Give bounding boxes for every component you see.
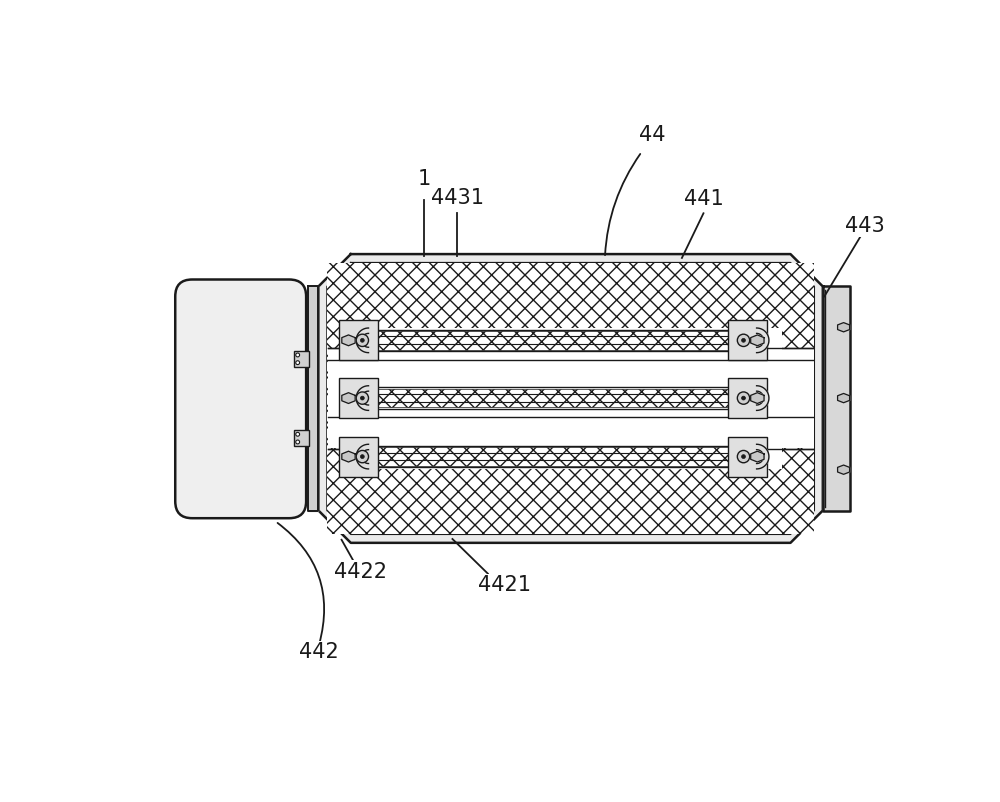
Text: 442: 442 bbox=[299, 642, 338, 662]
Polygon shape bbox=[757, 444, 769, 469]
Polygon shape bbox=[342, 452, 355, 462]
Text: 4421: 4421 bbox=[478, 575, 531, 595]
Bar bbox=[728, 320, 767, 360]
Polygon shape bbox=[751, 393, 764, 403]
Circle shape bbox=[356, 392, 369, 404]
Bar bbox=[327, 262, 814, 534]
Bar bbox=[328, 348, 814, 448]
Polygon shape bbox=[751, 452, 764, 462]
Bar bbox=[728, 436, 767, 476]
Bar bbox=[728, 378, 767, 418]
Polygon shape bbox=[356, 386, 369, 411]
Circle shape bbox=[737, 392, 750, 404]
Polygon shape bbox=[342, 393, 355, 403]
Polygon shape bbox=[308, 286, 318, 511]
Text: 1: 1 bbox=[417, 169, 431, 189]
Polygon shape bbox=[757, 386, 769, 411]
Circle shape bbox=[737, 451, 750, 463]
Bar bbox=[366, 387, 759, 409]
Bar bbox=[343, 386, 782, 411]
Polygon shape bbox=[751, 335, 764, 346]
Polygon shape bbox=[838, 322, 850, 332]
Bar bbox=[294, 431, 309, 446]
Polygon shape bbox=[838, 394, 850, 403]
Circle shape bbox=[296, 432, 300, 436]
Circle shape bbox=[296, 440, 300, 444]
Circle shape bbox=[296, 361, 300, 365]
Bar bbox=[343, 444, 782, 469]
Bar bbox=[339, 436, 378, 476]
Bar bbox=[294, 351, 309, 367]
Polygon shape bbox=[823, 286, 850, 511]
Bar bbox=[366, 448, 759, 466]
Circle shape bbox=[360, 338, 364, 342]
Bar bbox=[366, 331, 759, 350]
Bar bbox=[366, 330, 759, 351]
Polygon shape bbox=[838, 465, 850, 474]
Circle shape bbox=[360, 455, 364, 459]
Polygon shape bbox=[356, 328, 369, 353]
Circle shape bbox=[356, 451, 369, 463]
Circle shape bbox=[356, 334, 369, 346]
Bar bbox=[339, 320, 378, 360]
Polygon shape bbox=[356, 444, 369, 469]
Text: 44: 44 bbox=[639, 125, 666, 144]
Circle shape bbox=[360, 396, 364, 400]
Bar bbox=[339, 378, 378, 418]
Circle shape bbox=[737, 334, 750, 346]
FancyBboxPatch shape bbox=[175, 280, 306, 518]
Polygon shape bbox=[342, 335, 355, 346]
Bar bbox=[366, 389, 759, 407]
Text: 443: 443 bbox=[845, 216, 885, 236]
Bar bbox=[366, 446, 759, 468]
Circle shape bbox=[742, 396, 745, 400]
Circle shape bbox=[296, 353, 300, 357]
Bar bbox=[343, 328, 782, 353]
Text: 441: 441 bbox=[684, 188, 723, 209]
Text: 4431: 4431 bbox=[431, 188, 484, 208]
Polygon shape bbox=[757, 328, 769, 353]
Circle shape bbox=[742, 455, 745, 459]
Circle shape bbox=[742, 338, 745, 342]
Text: 4422: 4422 bbox=[334, 562, 387, 582]
Polygon shape bbox=[318, 254, 823, 543]
